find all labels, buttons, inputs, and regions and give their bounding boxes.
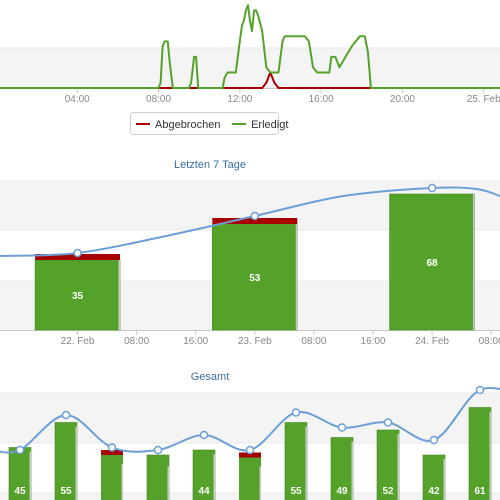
bar-erledigt xyxy=(212,223,298,331)
chart-title: Gesamt xyxy=(191,371,230,383)
bar-shadow xyxy=(167,466,169,500)
trend-point xyxy=(199,430,209,440)
x-tick-label: 20:00 xyxy=(390,94,415,105)
x-tick-label: 08:00 xyxy=(479,336,500,347)
bar-erledigt xyxy=(239,457,261,500)
legend-box xyxy=(130,112,279,135)
plot-band xyxy=(0,48,500,88)
x-tick-label: 04:00 xyxy=(65,94,90,105)
bar-data-label: 55 xyxy=(60,486,72,497)
bar-shadow xyxy=(305,426,307,500)
trend-point xyxy=(245,445,255,455)
x-tick-label: 12:00 xyxy=(227,94,252,105)
x-tick-label: 24. Feb xyxy=(415,336,449,347)
chart-title: Letzten 7 Tage xyxy=(174,159,246,171)
trend-point xyxy=(427,183,437,193)
bar-shadow xyxy=(213,454,215,500)
bar-erledigt xyxy=(101,455,123,500)
x-tick-label: 16:00 xyxy=(183,336,208,347)
bar-shadow xyxy=(295,224,298,330)
bar-abgebrochen xyxy=(239,452,261,458)
bar-data-label: 49 xyxy=(336,486,348,497)
bar-shadow xyxy=(29,451,31,500)
legend-label: Abgebrochen xyxy=(155,119,220,131)
bar-abgebrochen xyxy=(101,450,123,455)
bar-shadow xyxy=(121,464,123,500)
bar-shadow xyxy=(75,426,77,500)
total-chart: Gesamt 45 55 44 55 49 52 42 61 xyxy=(0,371,500,500)
bar-abgebrochen xyxy=(212,218,298,224)
trend-point xyxy=(153,445,163,455)
x-tick-label: 25. Feb xyxy=(467,94,500,105)
trend-point xyxy=(73,248,82,258)
bar-data-label: 53 xyxy=(249,273,261,284)
x-tick-label: 22. Feb xyxy=(61,336,95,347)
bar-data-label: 42 xyxy=(428,486,440,497)
trend-point xyxy=(337,423,347,432)
trend-point xyxy=(383,418,393,427)
trend-line xyxy=(0,186,500,257)
trend-point xyxy=(250,211,260,221)
legend-label: Erledigt xyxy=(251,119,288,131)
bar-shadow xyxy=(351,441,353,500)
x-tick-label: 08:00 xyxy=(146,94,171,105)
bar-shadow xyxy=(489,411,491,500)
bar-erledigt xyxy=(389,193,475,331)
x-tick-label: 16:00 xyxy=(360,336,385,347)
trend-point xyxy=(475,385,485,395)
bar-shadow xyxy=(443,459,445,500)
bar-shadow xyxy=(259,466,261,500)
bar-data-label: 44 xyxy=(198,486,210,497)
last-7-days-chart: Letzten 7 Tage 35 53 68 22. Feb 08:00 16:00 23.… xyxy=(0,159,500,347)
plot-band xyxy=(0,393,500,443)
bar-data-label: 55 xyxy=(290,486,302,497)
bar-data-label: 61 xyxy=(474,486,486,497)
bar-erledigt xyxy=(146,454,170,500)
x-tick-label: 23. Feb xyxy=(238,336,272,347)
x-tick-label: 08:00 xyxy=(301,336,326,347)
bar-data-label: 45 xyxy=(14,486,26,497)
bar-data-label: 52 xyxy=(382,486,394,497)
trend-point xyxy=(291,408,301,417)
bar-data-label: 68 xyxy=(426,258,438,269)
hourly-activity-chart: 04:00 08:00 12:00 16:00 20:00 25. Feb xyxy=(0,4,500,105)
trend-point xyxy=(61,410,71,420)
series-line-erledigt xyxy=(0,4,500,89)
bar-shadow xyxy=(118,260,121,330)
trend-point xyxy=(429,435,439,445)
x-tick-label: 16:00 xyxy=(309,94,334,105)
x-tick-label: 08:00 xyxy=(124,336,149,347)
trend-point xyxy=(15,445,25,455)
chart-legend: Abgebrochen Erledigt xyxy=(130,112,288,135)
bar-shadow xyxy=(397,434,399,500)
bar-data-label: 35 xyxy=(72,291,84,302)
bar-shadow xyxy=(473,194,475,330)
trend-point xyxy=(107,443,117,452)
